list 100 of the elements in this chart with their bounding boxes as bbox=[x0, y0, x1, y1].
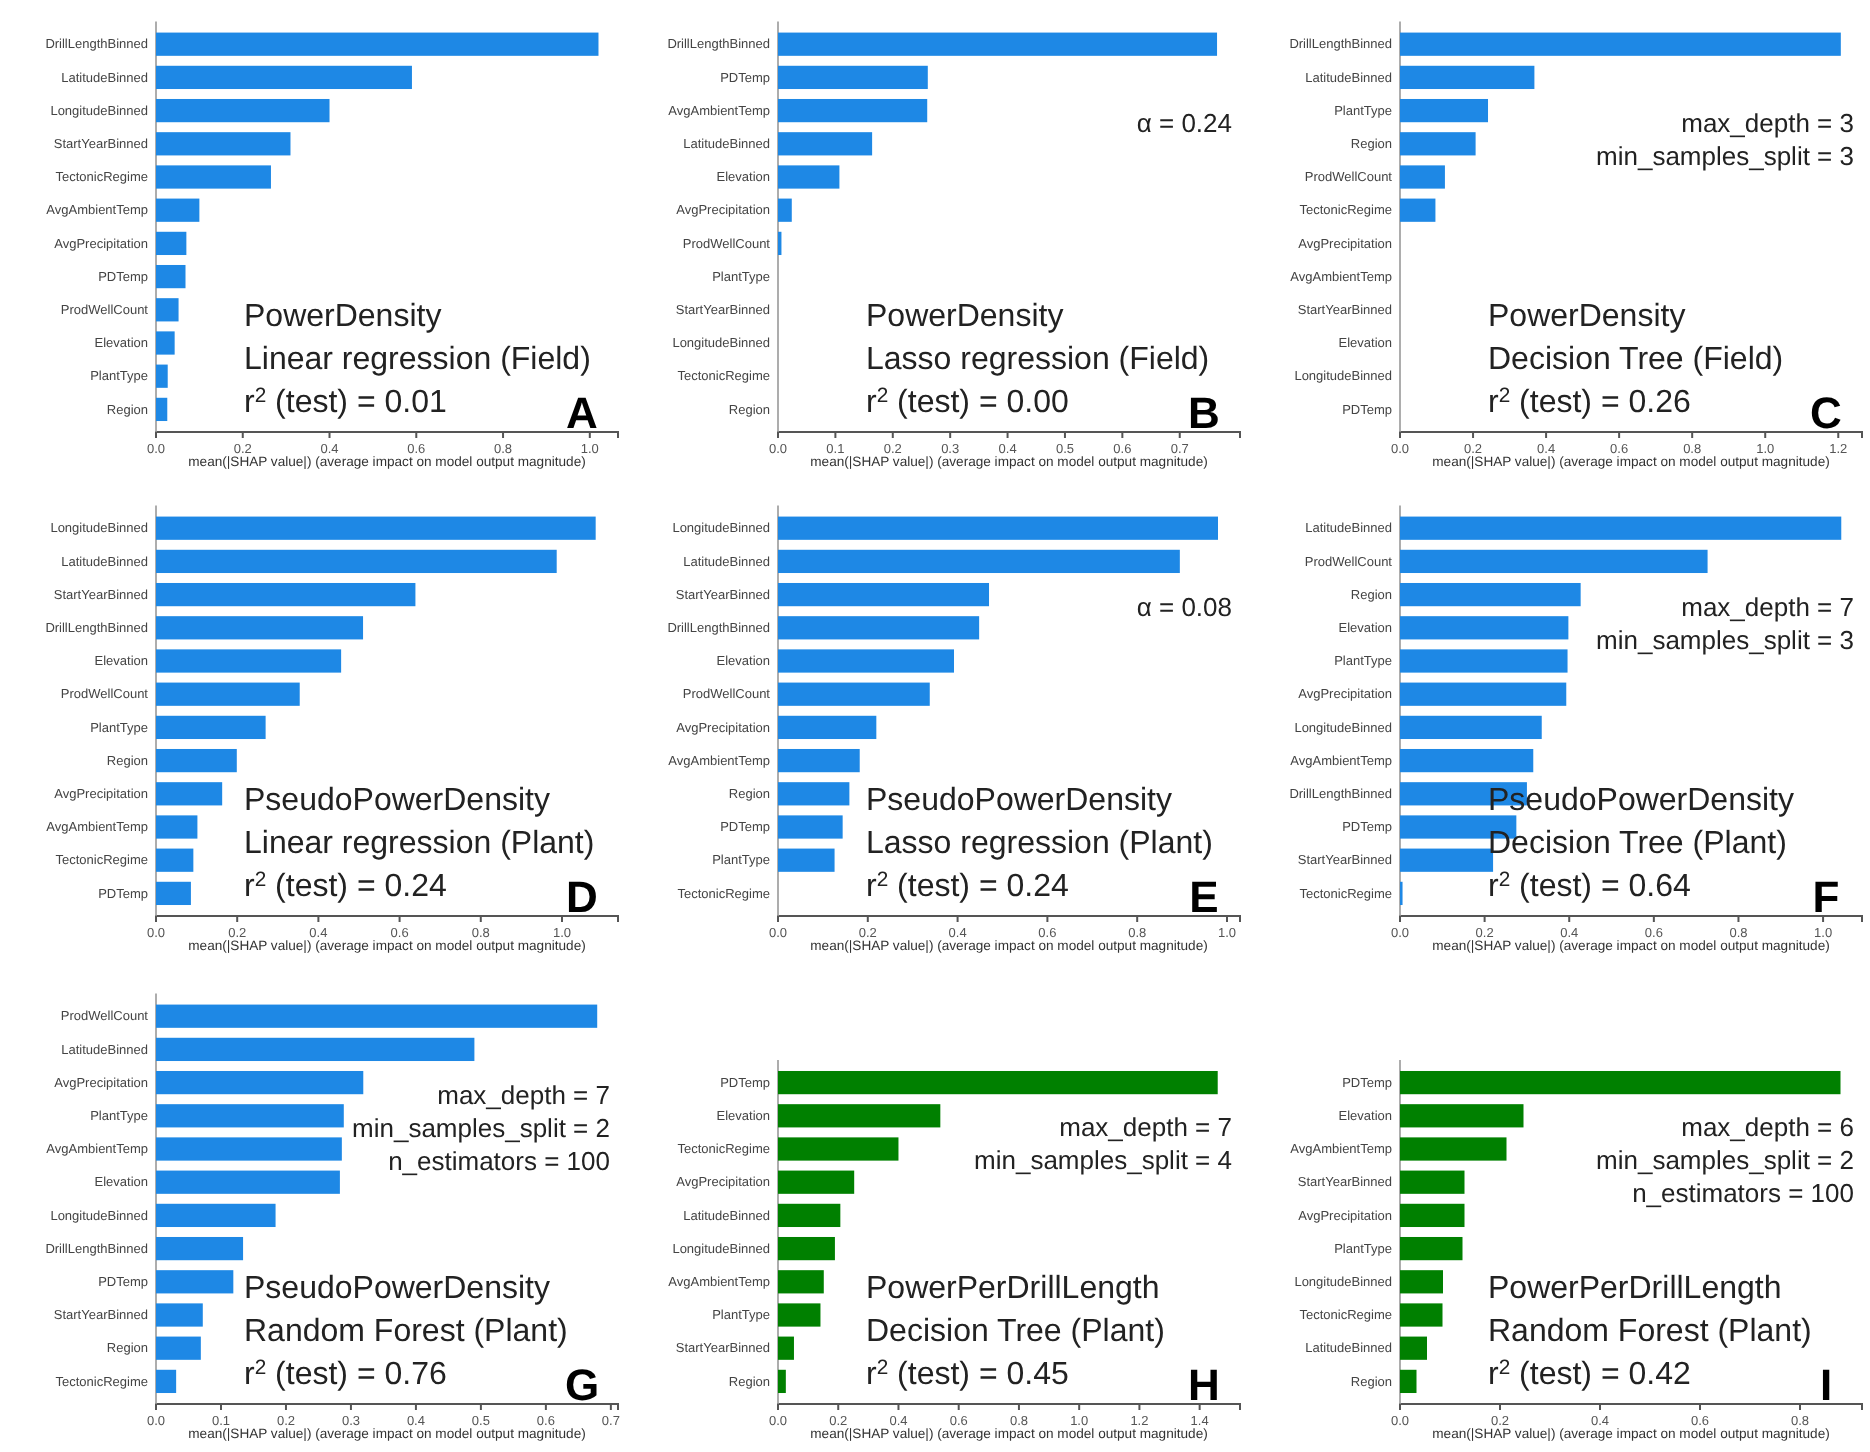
bar bbox=[1400, 1270, 1443, 1294]
bar bbox=[1400, 165, 1445, 189]
bar bbox=[778, 649, 954, 673]
bar bbox=[156, 1336, 201, 1360]
bar bbox=[778, 32, 1218, 56]
annotation: PowerPerDrillLength bbox=[866, 1272, 1160, 1306]
bar bbox=[156, 582, 416, 607]
bar bbox=[156, 815, 198, 839]
bar bbox=[156, 264, 186, 289]
annotation: min_samples_split = 3 bbox=[1596, 625, 1854, 655]
bar bbox=[1400, 715, 1542, 740]
bar bbox=[778, 1369, 786, 1394]
bar bbox=[1400, 32, 1841, 56]
bar bbox=[156, 397, 168, 422]
bar bbox=[778, 98, 928, 123]
bar bbox=[778, 1236, 835, 1261]
bar bbox=[156, 165, 271, 189]
annotation: Decision Tree (Plant) bbox=[1488, 827, 1787, 861]
annotation: α = 0.24 bbox=[1136, 108, 1232, 138]
bar bbox=[156, 1369, 177, 1394]
bar bbox=[1400, 132, 1476, 156]
bar bbox=[1400, 516, 1842, 540]
annotation: Linear regression (Plant) bbox=[244, 827, 595, 861]
bar bbox=[778, 582, 990, 607]
bar bbox=[156, 516, 596, 540]
bar bbox=[778, 748, 860, 773]
annotation: H bbox=[1188, 1360, 1220, 1410]
annotation: max_depth = 7 bbox=[437, 1080, 610, 1110]
bar bbox=[156, 1037, 475, 1062]
annotation: Random Forest (Plant) bbox=[1488, 1315, 1812, 1349]
bar bbox=[156, 331, 175, 355]
bar bbox=[778, 549, 1180, 574]
annotation: I bbox=[1819, 1360, 1833, 1410]
bar bbox=[156, 649, 342, 673]
bar bbox=[156, 682, 300, 706]
annotation: PowerDensity bbox=[244, 300, 442, 334]
annotation: r$^{2}$ (test) = 0.24 bbox=[244, 869, 447, 904]
bar bbox=[156, 65, 412, 90]
bar bbox=[778, 1137, 899, 1161]
annotation: Lasso regression (Plant) bbox=[866, 827, 1213, 861]
bar bbox=[1400, 1303, 1443, 1327]
annotation: PseudoPowerDensity bbox=[1488, 784, 1794, 818]
bar bbox=[156, 132, 291, 156]
annotation: max_depth = 3 bbox=[1681, 108, 1854, 138]
annotation: E bbox=[1189, 872, 1219, 922]
annotation: C bbox=[1810, 388, 1843, 438]
bar bbox=[778, 1170, 855, 1194]
bar bbox=[778, 1270, 824, 1294]
bar bbox=[1400, 848, 1494, 872]
annotation: Decision Tree (Plant) bbox=[866, 1315, 1165, 1349]
annotation: PowerPerDrillLength bbox=[1488, 1272, 1782, 1306]
bar bbox=[156, 1203, 276, 1228]
bar bbox=[156, 364, 168, 388]
bar bbox=[1400, 616, 1569, 640]
annotation: min_samples_split = 3 bbox=[1596, 141, 1854, 171]
bar bbox=[1400, 1070, 1841, 1095]
bar bbox=[778, 65, 928, 90]
annotation: min_samples_split = 2 bbox=[1596, 1145, 1854, 1175]
annotation: PowerDensity bbox=[866, 300, 1064, 334]
bar bbox=[778, 132, 873, 156]
bar bbox=[1400, 1104, 1524, 1128]
bar bbox=[156, 549, 557, 574]
annotation: r$^{2}$ (test) = 0.01 bbox=[244, 385, 447, 420]
annotation: PseudoPowerDensity bbox=[244, 1272, 550, 1306]
bar bbox=[156, 1104, 344, 1128]
bar bbox=[778, 1104, 941, 1128]
bar bbox=[778, 1336, 794, 1360]
bar bbox=[1400, 65, 1535, 90]
bar bbox=[156, 1137, 342, 1161]
bar bbox=[1400, 1336, 1427, 1360]
bar bbox=[1400, 198, 1436, 222]
annotation: α = 0.08 bbox=[1136, 592, 1232, 622]
annotation: max_depth = 7 bbox=[1681, 592, 1854, 622]
bar bbox=[156, 32, 599, 56]
annotation: min_samples_split = 2 bbox=[352, 1113, 610, 1143]
annotation: r$^{2}$ (test) = 0.42 bbox=[1488, 1357, 1691, 1392]
annotation: r$^{2}$ (test) = 0.24 bbox=[866, 869, 1069, 904]
bar bbox=[778, 198, 792, 222]
bar bbox=[156, 782, 223, 806]
annotation: Decision Tree (Field) bbox=[1488, 343, 1784, 377]
annotation: D bbox=[566, 872, 598, 922]
annotation: r$^{2}$ (test) = 0.45 bbox=[866, 1357, 1069, 1392]
bar bbox=[156, 1070, 364, 1095]
bar bbox=[156, 1303, 203, 1327]
bar bbox=[778, 682, 930, 706]
bar bbox=[156, 1270, 234, 1294]
bar bbox=[778, 782, 850, 806]
annotation: PseudoPowerDensity bbox=[866, 784, 1172, 818]
annotation: max_depth = 7 bbox=[1059, 1112, 1232, 1142]
annotation: r$^{2}$ (test) = 0.76 bbox=[244, 1357, 447, 1392]
bar bbox=[156, 298, 179, 322]
bar bbox=[778, 616, 980, 640]
bar bbox=[156, 1004, 598, 1028]
annotation: r$^{2}$ (test) = 0.00 bbox=[866, 385, 1069, 420]
annotation: Linear regression (Field) bbox=[244, 343, 591, 377]
annotation: r$^{2}$ (test) = 0.64 bbox=[1488, 869, 1691, 904]
annotation: Lasso regression (Field) bbox=[866, 343, 1210, 377]
annotation: PseudoPowerDensity bbox=[244, 784, 550, 818]
bar bbox=[778, 848, 835, 872]
bar bbox=[156, 1170, 340, 1194]
